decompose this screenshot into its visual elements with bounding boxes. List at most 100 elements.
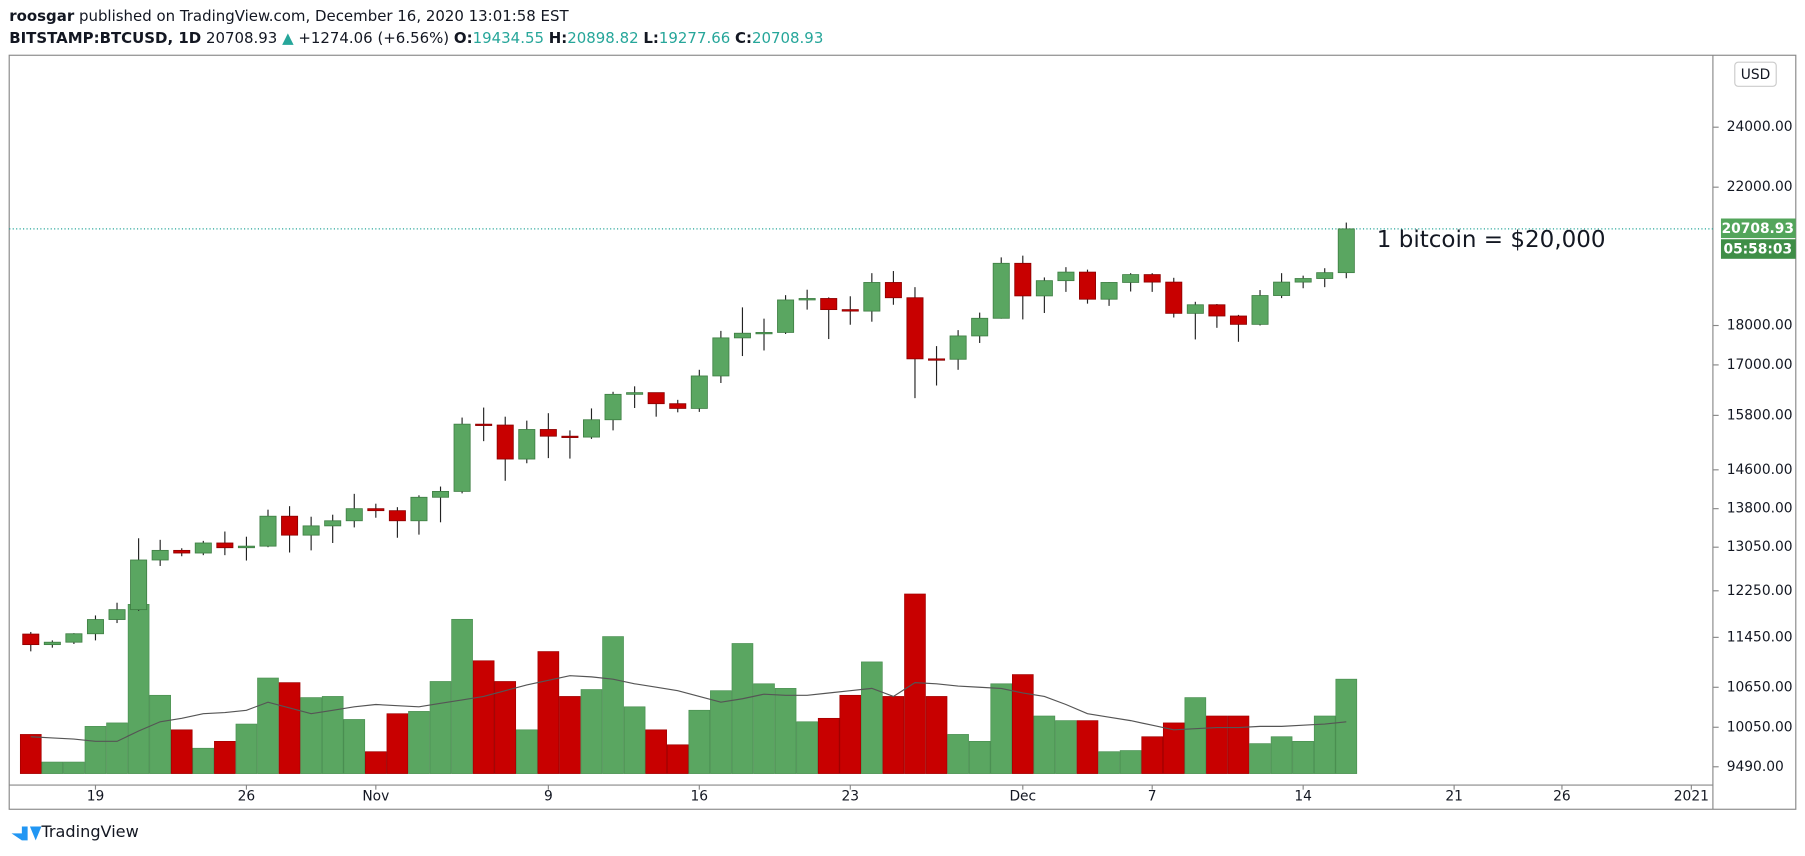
candle-body (1294, 278, 1312, 283)
volume-bar (472, 660, 495, 774)
volume-bar (559, 696, 581, 774)
last-price-box (1720, 218, 1796, 239)
volume-bar (365, 751, 387, 774)
volume-bar (1206, 715, 1228, 774)
candle-body (949, 335, 967, 360)
volume-bar (753, 683, 775, 774)
volume-bar (1011, 674, 1034, 774)
y-tick-label: 18000.00 (1727, 318, 1793, 334)
candle-body (906, 297, 924, 360)
y-tick-label: 12250.00 (1727, 583, 1793, 599)
volume-bar (602, 636, 624, 774)
frame (8, 54, 1797, 810)
symbol-line: BITSTAMP:BTCUSD, 1D 20708.93 ▲ +1274.06 … (9, 28, 823, 46)
volume-bar (623, 706, 646, 774)
candle-body (151, 549, 169, 561)
y-tick-label: 10050.00 (1727, 719, 1793, 735)
y-tick-label: 13050.00 (1727, 539, 1793, 555)
open-label: O: (454, 28, 473, 46)
candle-body (777, 299, 795, 333)
candle-body (1014, 262, 1032, 297)
candle-body (367, 508, 385, 512)
candle-body (1186, 304, 1204, 314)
candle-body (22, 633, 40, 646)
volume-bar (1076, 720, 1099, 774)
candle-body (647, 392, 665, 405)
volume-bar (1249, 743, 1271, 774)
volume-bar (947, 734, 969, 774)
y-tick-label: 10650.00 (1727, 679, 1793, 695)
candle-body (733, 332, 751, 339)
volume-bar (257, 677, 279, 774)
open: 19434.55 (473, 28, 544, 46)
currency-badge[interactable] (1734, 61, 1777, 87)
close-label: C: (735, 28, 752, 46)
candle-body (604, 393, 622, 421)
volume-bar (645, 729, 667, 774)
candle-body (324, 520, 342, 527)
candle-body (194, 542, 212, 554)
candle-body (1035, 280, 1053, 297)
candle-body (345, 508, 363, 522)
volume-bar (63, 761, 85, 774)
volume-bar (300, 697, 322, 774)
candle-body (712, 337, 730, 377)
volume-bar (1098, 751, 1120, 774)
x-tick-label: Nov (362, 789, 389, 805)
y-tick-label: 11450.00 (1727, 629, 1793, 645)
volume-bar (149, 694, 171, 774)
symbol: BITSTAMP:BTCUSD, 1D (9, 28, 201, 46)
last-price: 20708.93 (1722, 221, 1794, 237)
x-tick-label: 23 (841, 789, 859, 805)
volume-bar (990, 683, 1013, 774)
volume-bar (1141, 736, 1164, 774)
x-tick-label: 26 (1553, 789, 1571, 805)
candle-body (1316, 272, 1334, 279)
candle-body (755, 332, 773, 335)
volume-bar (386, 713, 409, 774)
volume-bar (925, 696, 948, 774)
volume-bar (710, 690, 732, 774)
x-tick-label: 2021 (1674, 789, 1709, 805)
candle-body (841, 309, 859, 312)
volume-bar (839, 694, 862, 774)
candle-body (539, 429, 557, 437)
volume-bar (1184, 697, 1207, 774)
candle-body (281, 515, 299, 536)
candle-body (302, 525, 320, 536)
volume-bar (731, 643, 754, 774)
candle-body (1165, 281, 1183, 314)
volume-bar (1033, 715, 1056, 774)
candle-body (130, 559, 148, 611)
volume-bar (1119, 750, 1142, 774)
volume-bar (214, 740, 236, 774)
volume-bar (1162, 722, 1185, 774)
candle-body (1229, 315, 1247, 325)
candle-body (1143, 274, 1161, 283)
logo-icon (11, 826, 42, 841)
volume-bar (1335, 678, 1358, 774)
candle-body (410, 496, 428, 522)
volume-bar (796, 721, 818, 774)
volume-bar (1292, 740, 1314, 774)
y-tick-label: 24000.00 (1727, 119, 1793, 135)
candle-body (798, 298, 816, 301)
volume-bar (321, 696, 344, 774)
countdown: 05:58:03 (1723, 242, 1792, 258)
candle-body (43, 641, 61, 646)
candle-body (582, 419, 600, 438)
candle-body (1273, 281, 1291, 296)
volume-bar (19, 734, 42, 774)
volume-bar (537, 651, 560, 774)
volume-bar (429, 681, 452, 774)
candle-body (388, 510, 406, 522)
volume-bar (41, 761, 64, 774)
candle-body (992, 262, 1010, 319)
volume-bar (666, 744, 689, 774)
volume-bar (817, 717, 840, 774)
x-tick-label: 14 (1294, 789, 1312, 805)
volume-bar (1055, 720, 1077, 774)
candle-body (669, 403, 687, 409)
